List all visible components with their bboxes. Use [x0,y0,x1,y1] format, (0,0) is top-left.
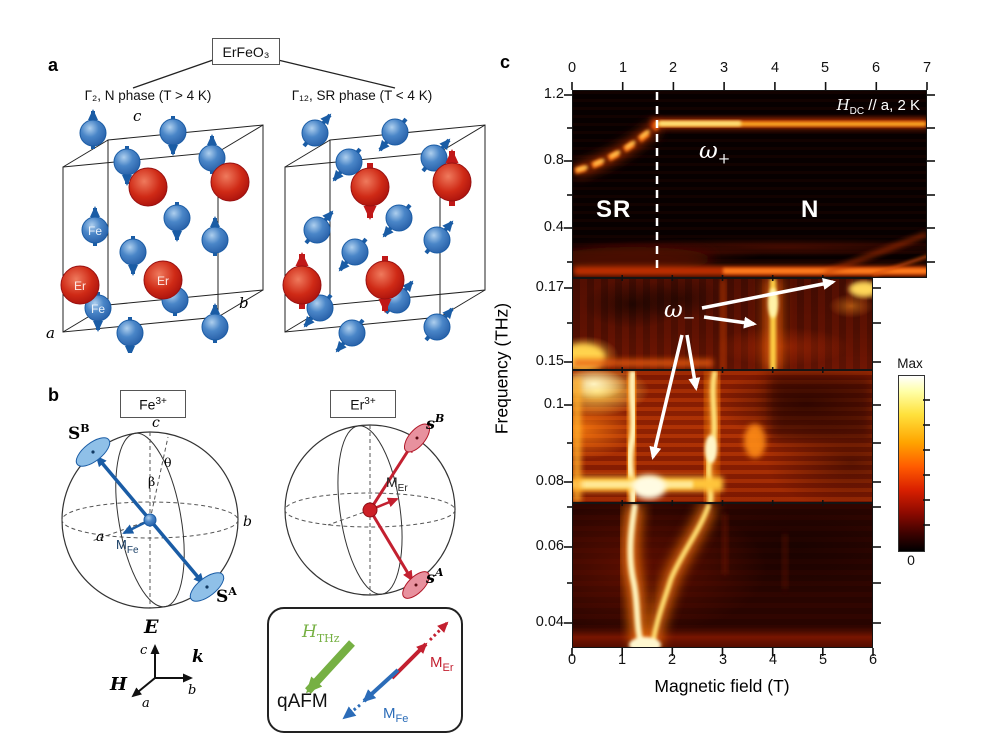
a-axis-label: a [142,696,150,711]
c-axis-label: c [152,415,160,431]
theta-angle-label: θ [164,455,172,470]
spin-er-b-arrow [368,441,415,511]
colorbar-max-label: Max [897,356,923,371]
compound-connector-lines [132,59,396,89]
x-tick-label-top: 1 [618,60,628,76]
c-axis-label: c [140,643,148,658]
fe-ion-label: Fe3+ [139,395,167,413]
heatmap-panel-007-003 [572,503,873,648]
x-tick-label-top: 2 [668,60,678,76]
b-axis-label: b [188,683,196,698]
spin-fe-a-arrow [148,518,205,585]
x-tick-label-bottom: 3 [718,652,728,668]
field-condition-label: HDC // a, 2 K [836,96,920,117]
qafm-label: qAFM [277,691,328,712]
heatmap-panel-011-0075 [572,370,873,503]
spin-er-a-arrow [368,509,414,582]
e-field-label: E [143,616,159,638]
k-vector-label: k [192,647,204,667]
beta-angle-label: β [148,474,155,489]
freq-tick-label: 1.2 [543,86,564,102]
freq-tick-label: 0.06 [535,538,564,554]
qafm-mode-inset: qAFM HTHz MEr MFe [267,607,463,733]
omega-minus-label: ω− [664,297,696,327]
m-fe-precession-arrow [362,668,400,703]
crystal-n-phase: Fe Fe Er Er c a b [46,107,264,353]
freq-tick-label: 0.08 [535,473,564,489]
spin-er-a-label: sA [425,566,444,587]
h-field-label: H [109,674,128,695]
x-tick-label-bottom: 0 [567,652,577,668]
er-ion-box: Er3+ [330,390,396,418]
field-geometry-axes: E c k b H a [109,616,204,711]
m-fe-label: MFe [116,537,139,556]
compound-name: ErFeO₃ [222,43,270,60]
x-tick-label-top: 0 [567,60,577,76]
fe-spins-n-phase [80,111,228,353]
spin-fe-a-label: SA [216,585,237,607]
m-er-label: MEr [430,654,454,674]
heatmap-panel-017-015 [572,278,873,370]
freq-tick-label: 0.04 [535,614,564,630]
x-tick-label-top: 5 [820,60,830,76]
sr-phase-region-label: SR [596,196,632,223]
x-tick-label-top: 3 [719,60,729,76]
x-tick-label-bottom: 4 [768,652,778,668]
h-thz-label: HTHz [301,622,340,645]
er-spin-sphere: sB sA MEr [284,412,456,599]
fe-atom-label: Fe [88,224,102,238]
c-axis-label: c [133,107,142,125]
spin-fe-b-label: SB [68,422,90,444]
n-phase-region-label: N [801,196,820,223]
fe-atom-label: Fe [91,302,105,316]
spin-fe-b-arrow [95,455,152,522]
freq-tick-label: 0.17 [535,279,564,295]
panel-a-label: a [48,55,59,75]
heatmap-panel-high-freq [572,90,927,278]
freq-tick-label: 0.8 [543,152,564,168]
a-axis-label: a [46,324,55,342]
freq-tick-label: 0.1 [543,396,564,412]
x-tick-label-top: 4 [770,60,780,76]
freq-tick-label: 0.4 [543,219,564,235]
x-tick-label-bottom: 1 [617,652,627,668]
x-tick-label-bottom: 6 [868,652,878,668]
er-atom-label: Er [157,274,169,288]
x-tick-label-bottom: 2 [667,652,677,668]
m-fe-label: MFe [383,705,408,725]
spin-er-b-label: sB [425,412,444,433]
colorbar [898,375,925,552]
x-tick-label-top: 7 [922,60,932,76]
omega-plus-label: ω+ [699,138,731,168]
er-ion-label: Er3+ [350,395,376,413]
x-tick-label-bottom: 5 [818,652,828,668]
h-thz-arrow [305,640,355,694]
panel-b-graphics: SB SA c b a θ β MFe E c k b H a [61,412,463,733]
m-er-label: MEr [386,474,408,494]
fe-ion-box: Fe3+ [120,390,186,418]
freq-tick-label: 0.15 [535,353,564,369]
y-axis-title: Frequency (THz) [491,302,512,435]
panel-c-label: c [500,52,511,72]
b-axis-label: b [243,514,252,530]
x-tick-label-top: 6 [871,60,881,76]
x-axis-title: Magnetic field (T) [654,676,790,696]
crystal-sr-phase [267,105,486,353]
fe-spin-sphere: SB SA c b a θ β MFe [61,415,252,609]
phase-label-n: Γ₂, N phase (T > 4 K) [84,88,212,103]
colorbar-min-label: 0 [907,552,915,568]
b-axis-label: b [239,294,249,312]
er-atom-label: Er [74,279,86,293]
fe-spins-sr-phase [302,115,452,351]
a-axis-label: a [96,529,104,545]
panel-b-label: b [48,385,59,405]
compound-box: ErFeO₃ [212,38,280,65]
phase-label-sr: Γ₁₂, SR phase (T < 4 K) [291,88,433,103]
